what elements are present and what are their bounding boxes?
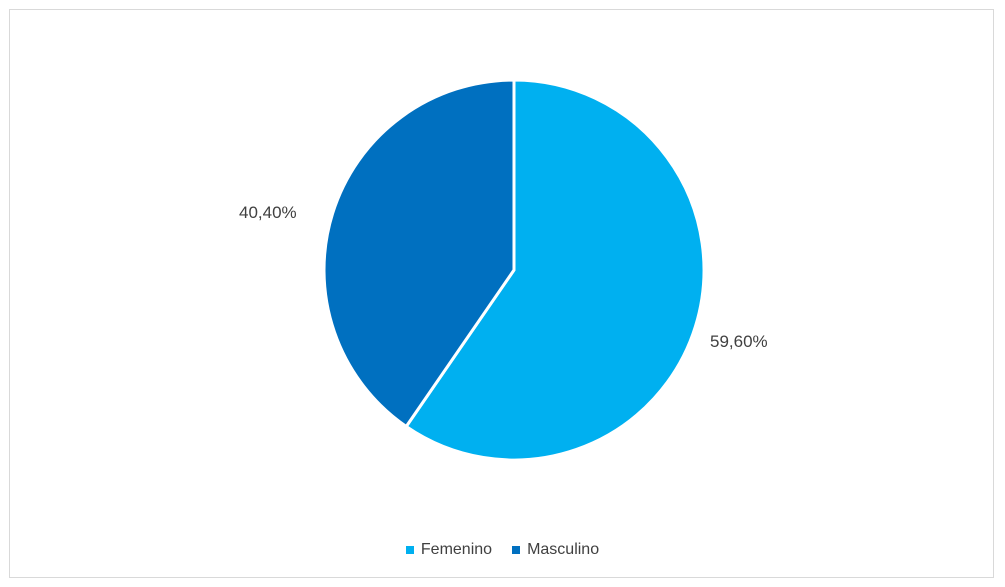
chart-frame: 59,60% 40,40% Femenino Masculino — [9, 9, 994, 578]
legend-label-femenino: Femenino — [420, 541, 493, 558]
legend-item-femenino[interactable]: Femenino — [405, 541, 493, 559]
legend: Femenino Masculino — [10, 541, 995, 559]
pie-chart — [322, 78, 706, 462]
legend-label-masculino: Masculino — [527, 541, 600, 558]
pie-slice-femenino — [404, 78, 706, 462]
legend-swatch-masculino — [512, 546, 521, 554]
data-label-femenino: 59,60% — [710, 332, 768, 351]
legend-item-masculino[interactable]: Masculino — [512, 541, 599, 559]
pie-slice-masculino — [322, 78, 516, 428]
legend-swatch-femenino — [405, 546, 414, 554]
data-label-masculino: 40,40% — [239, 203, 297, 222]
